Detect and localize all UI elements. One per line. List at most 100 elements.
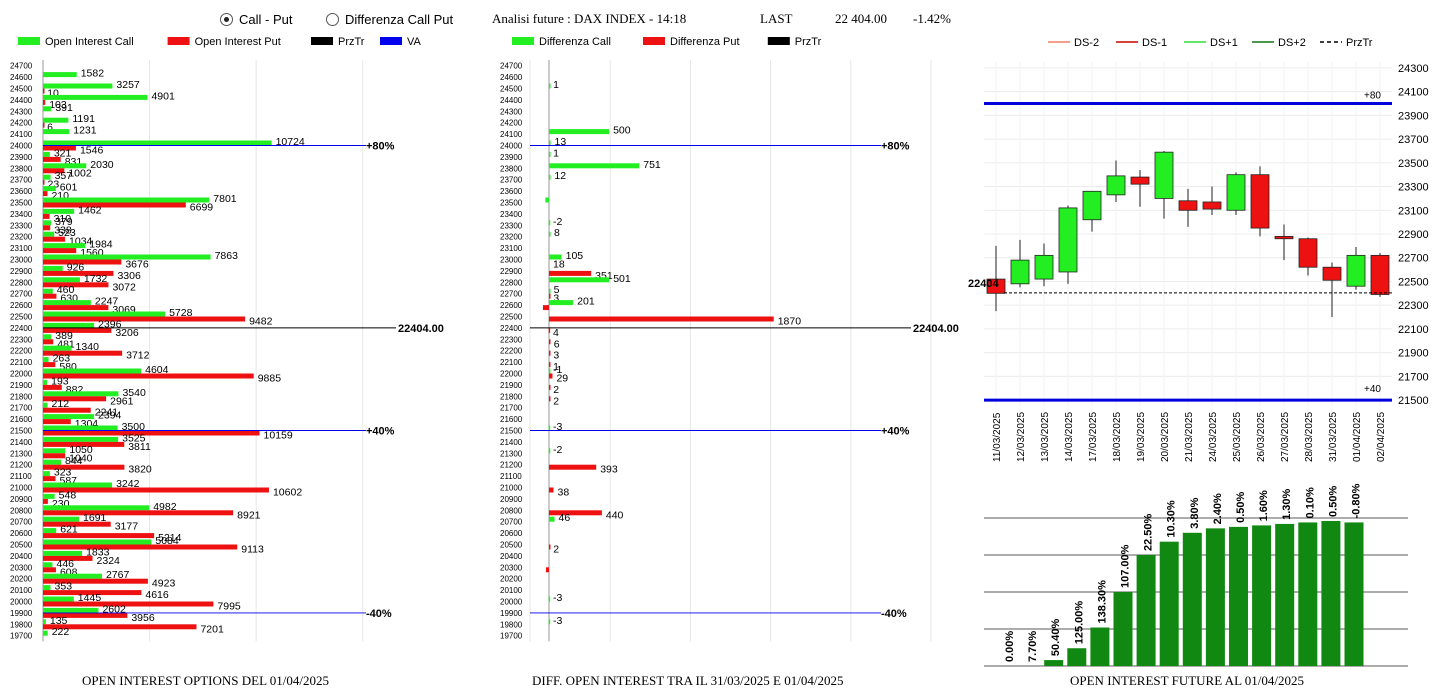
data-label-call: 201 <box>577 296 595 308</box>
y-tick-label: 19700 <box>10 632 33 641</box>
bar-put <box>43 510 234 516</box>
y-tick-label: 21800 <box>500 392 523 401</box>
x-tick-label: 1176.77 <box>671 650 710 652</box>
bar-put <box>548 316 774 322</box>
data-label-call: 601 <box>60 182 78 194</box>
data-label-call: 353 <box>55 581 73 593</box>
bar-call <box>43 607 99 613</box>
bar-put <box>43 384 62 390</box>
bar-put <box>43 498 48 504</box>
legend-swatch <box>311 37 333 45</box>
legend-swatch <box>512 37 534 45</box>
bar-call <box>43 231 55 237</box>
data-label-call: 13 <box>555 136 567 148</box>
radio-selected-icon[interactable] <box>220 13 233 26</box>
y-tick-label: 21300 <box>500 449 523 458</box>
bar-future-oi <box>1229 526 1248 666</box>
x-tick-label: 19/03/2025 <box>1136 412 1147 462</box>
bar-call <box>43 300 91 306</box>
y-tick-label: 21500 <box>1398 395 1429 407</box>
candle-body <box>1082 190 1102 221</box>
radio-differenza[interactable]: Differenza Call Put <box>326 12 453 27</box>
data-label: 1.30% <box>1281 489 1293 520</box>
y-tick-label: 24100 <box>500 130 523 139</box>
bar-put <box>548 339 551 345</box>
y-tick-label: 24700 <box>10 62 33 71</box>
bar-put <box>43 305 109 311</box>
data-label-call: 1582 <box>81 68 105 80</box>
legend-swatch <box>380 37 402 45</box>
data-label-call: 621 <box>60 524 78 536</box>
bar-put <box>43 282 109 288</box>
data-label-call: -3 <box>553 592 562 604</box>
bar-call <box>43 265 63 271</box>
data-label-call: 379 <box>55 216 73 228</box>
data-label-put: 2324 <box>97 555 121 567</box>
x-tick-label: 3179 <box>919 650 943 652</box>
y-tick-label: 22400 <box>10 324 33 333</box>
bar-put <box>43 259 122 265</box>
y-tick-label: 24000 <box>10 142 33 151</box>
x-tick-label: 14/03/2025 <box>1064 412 1075 462</box>
data-label-call: 1691 <box>83 512 107 524</box>
bar-put <box>548 327 551 333</box>
panel4-footer: OPEN INTEREST FUTURE AL 01/04/2025 <box>1070 673 1305 688</box>
data-label-put: 1870 <box>778 316 802 328</box>
y-tick-label: 23400 <box>10 210 33 219</box>
data-label-call: 3540 <box>122 387 146 399</box>
y-tick-label: 24600 <box>10 73 33 82</box>
y-tick-label: 22200 <box>10 347 33 356</box>
x-tick-label: 25/03/2025 <box>1232 412 1243 462</box>
bar-put <box>43 293 57 299</box>
bar-put <box>43 419 71 425</box>
data-label-put: 38 <box>558 487 570 499</box>
bar-future-oi <box>1205 528 1225 666</box>
data-label-call: 4982 <box>153 501 177 513</box>
bar-call <box>43 459 61 465</box>
va-label: +40% <box>881 426 910 438</box>
y-tick-label: 22100 <box>10 358 33 367</box>
data-label-call: 1050 <box>69 444 93 456</box>
data-label-call: 12 <box>554 170 566 182</box>
data-label-put: 3956 <box>131 612 155 624</box>
x-tick-label: 20/03/2025 <box>1160 412 1171 462</box>
candle-body <box>1346 254 1366 287</box>
data-label-put: 7995 <box>217 601 241 613</box>
legend-swatch <box>643 37 665 45</box>
y-tick-label: 19900 <box>10 609 33 618</box>
data-label-call: 5728 <box>169 307 193 319</box>
data-label-put: 393 <box>600 464 618 476</box>
bar-put <box>43 601 214 607</box>
data-label-call: 1732 <box>84 273 108 285</box>
y-tick-label: 24400 <box>10 96 33 105</box>
y-tick-label: 20700 <box>500 518 523 527</box>
y-tick-label: 20800 <box>500 506 523 515</box>
bar-put <box>43 145 76 151</box>
candle-body <box>986 278 1006 294</box>
data-label-put: 3 <box>553 350 559 362</box>
bar-call <box>43 414 95 420</box>
y-tick-label: 21300 <box>10 449 33 458</box>
data-label-call: 446 <box>57 558 75 570</box>
data-label-call: 389 <box>55 330 73 342</box>
radio-unselected-icon[interactable] <box>326 13 339 26</box>
x-tick-label: 0 <box>40 650 46 652</box>
y-tick-label: 20500 <box>500 541 523 550</box>
bar-future-oi <box>1090 627 1110 666</box>
va-label: -40% <box>881 608 907 620</box>
legend-label: Open Interest Put <box>195 36 281 48</box>
bar-call <box>43 220 52 226</box>
x-tick-label: 1844.18 <box>751 650 791 652</box>
data-label-put: 2241 <box>95 407 119 419</box>
legend-label: Differenza Call <box>539 36 611 48</box>
bar-call <box>43 106 52 112</box>
radio-call-put[interactable]: Call - Put <box>220 12 292 27</box>
data-label-put: 3676 <box>125 259 149 271</box>
x-tick-label: 26/03/2025 <box>1256 412 1267 462</box>
data-label-put: 4 <box>553 327 559 339</box>
data-label-put: 1546 <box>80 145 104 157</box>
bar-put <box>545 567 549 573</box>
candle-body <box>1250 174 1270 229</box>
y-tick-label: 20100 <box>10 586 33 595</box>
y-tick-label: 22000 <box>10 370 33 379</box>
